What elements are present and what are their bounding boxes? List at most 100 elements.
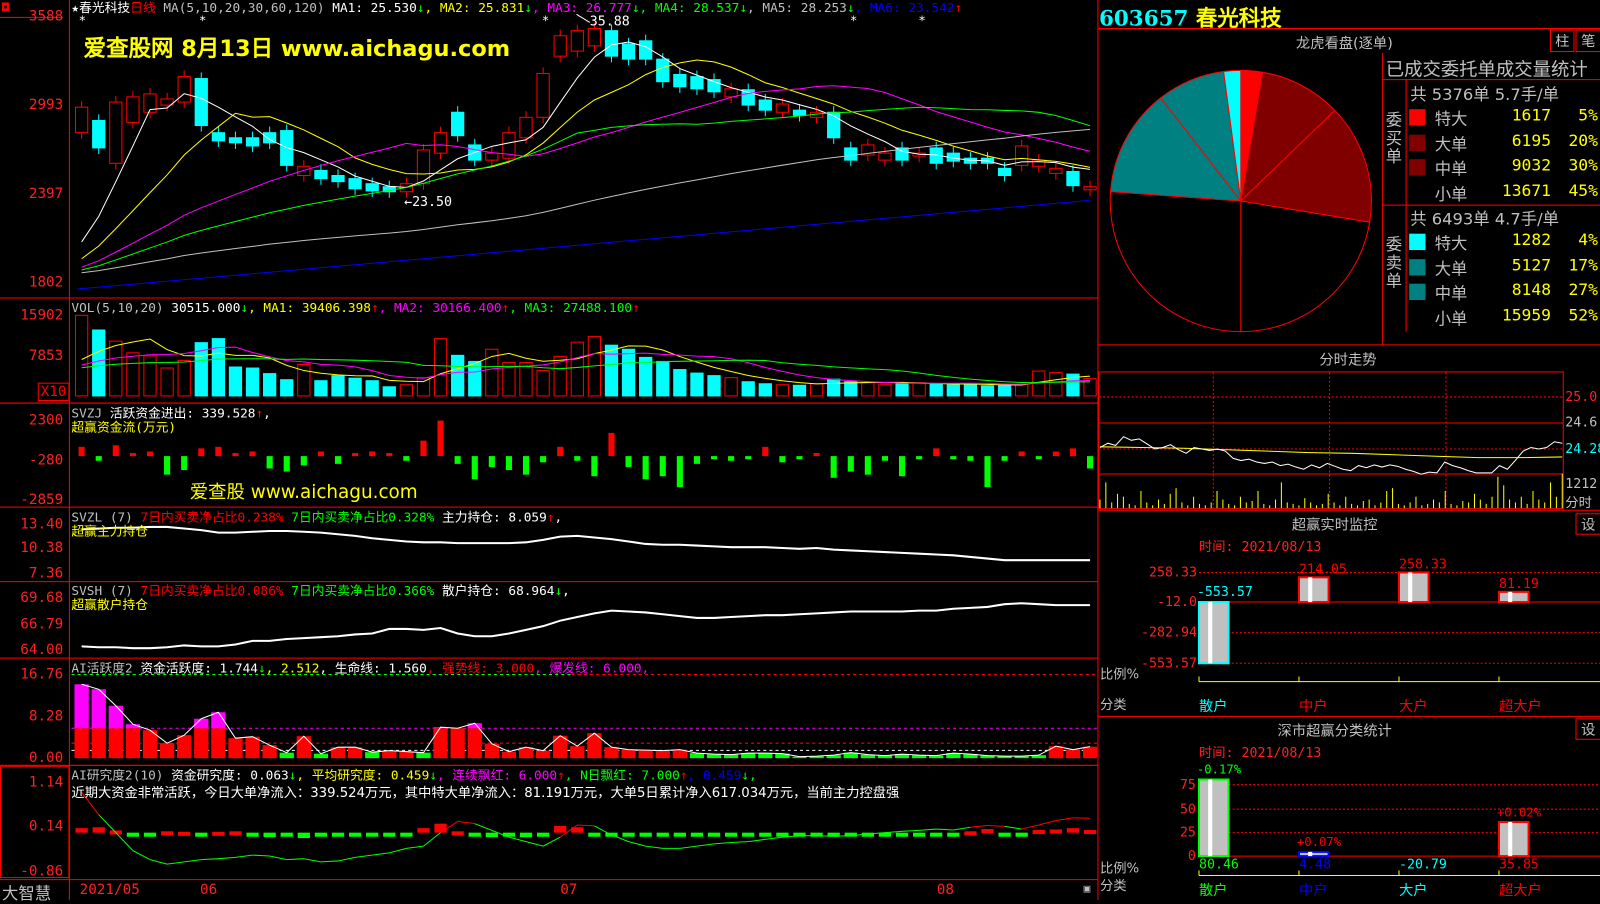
activity-bar [177,735,191,758]
sz-bar [1299,852,1329,856]
svzj-axis-label: -280 [0,453,63,467]
activity-bar [1066,750,1080,758]
fund-flow-bar [831,456,837,478]
research-line [680,846,697,848]
sz-settings-button[interactable]: 设 [1576,718,1600,739]
intraday-axis-label: 25.0 [1565,390,1597,405]
fund-flow-bar [591,456,597,476]
fund-flow-bar [626,456,632,467]
research-line [1039,821,1056,825]
sz-bar-highlight [1308,852,1312,856]
monitor-bar-highlight [1208,602,1212,663]
legend-swatch [1409,284,1425,300]
order-volume: 1282 [1500,230,1551,249]
fund-flow-bar [745,456,751,459]
order-volume: 9032 [1500,155,1551,174]
price-axis-label: 2993 [0,98,63,112]
header-segment: ↑ [371,300,379,315]
research-bar [947,833,959,837]
order-percent: 52% [1553,305,1598,324]
volume-header: VOL(5,10,20) 30515.000↓, MA1: 39406.398↑… [71,301,639,315]
research-line [577,825,594,826]
fund-flow-bar [1053,451,1059,456]
header-segment: , 连续飘红: 6.000 [437,767,557,782]
activity-bar [433,728,447,758]
header-segment: , 爆发线: 6.000, [534,660,649,675]
lock-icon[interactable]: ▣ [1084,882,1091,895]
order-volume: 8148 [1500,280,1551,299]
ai1-header: AI活跃度2 资金活跃度: 1.744↓, 2.512, 生命线: 1.560,… [71,661,649,675]
order-size-label: 小单 [1435,305,1468,329]
research-line [1005,826,1022,829]
research-bar [434,824,446,833]
research-line [953,827,970,830]
watermark: 爱查股网 8月13日 www.aichagu.com [84,31,510,64]
fund-flow-bar [335,456,341,464]
star-marker: * [79,13,86,27]
volume-unit-badge[interactable]: X10 [38,383,70,401]
research-line [423,833,440,846]
order-size-label: 中单 [1435,280,1468,304]
tick-mode-button[interactable]: 笔 [1576,30,1600,52]
ma120-line [78,200,1090,289]
fund-flow-bar [848,456,854,471]
intraday-axis-label: 1212 [1565,477,1597,492]
header-segment: MA1: 25.530 [332,0,416,15]
intraday-price-line [1100,437,1562,475]
header-segment: AI活跃度2 [71,660,140,675]
research-bar [195,833,207,837]
research-bar [759,833,771,837]
category-ratio: 35.85 [1499,857,1539,872]
fund-flow-bar [1002,456,1008,461]
star-marker: * [199,13,206,27]
header-segment: , 2.512 [266,660,320,675]
volume-bar [520,362,532,395]
category-value: 81.19 [1499,577,1539,592]
research-bar [913,833,925,837]
category-value: -553.57 [1197,585,1253,600]
volume-bar [845,382,857,396]
activity-bar-burst [74,684,88,728]
research-bar [281,833,293,837]
header-segment: AI研究度2(10) [71,767,171,782]
fund-flow-bar [899,456,905,476]
research-line [406,846,423,848]
category-name: 散户 [1199,696,1228,716]
fund-flow-bar [865,456,871,475]
ai2-axis-label: 0.14 [0,819,63,833]
category-ratio: 80.46 [1199,857,1239,872]
header-segment: 日线 [130,0,156,15]
candle-down [229,138,241,143]
bar-mode-button[interactable]: 柱 [1550,30,1574,52]
volume-bar [776,385,788,396]
volume-bar [742,382,754,396]
candle-down [674,75,686,87]
research-line [458,821,475,823]
activity-bar [536,751,550,758]
volume-bar [332,376,344,396]
monitor-bar [1399,572,1429,602]
category-name: 超大户 [1499,696,1542,716]
fund-flow-bar [728,456,734,461]
header-segment: 7日内买卖净占比0.086% [141,583,284,598]
legend-swatch [1409,259,1425,275]
sz-axis-label: 50 [1163,802,1196,817]
order-volume: 5127 [1500,255,1551,274]
research-bar [674,833,686,837]
intraday-avg-line [1100,447,1562,458]
pie-title: 龙虎看盘(逐单) [1296,33,1393,53]
fund-flow-bar [437,421,443,457]
fund-flow-bar [1087,456,1093,468]
activity-bar-burst [92,689,106,728]
activity-bar [211,728,225,758]
activity-bar [365,752,379,758]
research-bar [486,833,498,837]
activity-bar [160,743,174,758]
header-segment: ↓ [632,0,640,15]
monitor-settings-button[interactable]: 设 [1576,513,1600,534]
research-bar [554,826,566,833]
candle-up [1050,168,1062,173]
volume-bar [400,385,412,396]
svzl-header: SVZL (7) 7日内买卖净占比0.238% 7日内买卖净占比0.328% 主… [71,510,562,524]
